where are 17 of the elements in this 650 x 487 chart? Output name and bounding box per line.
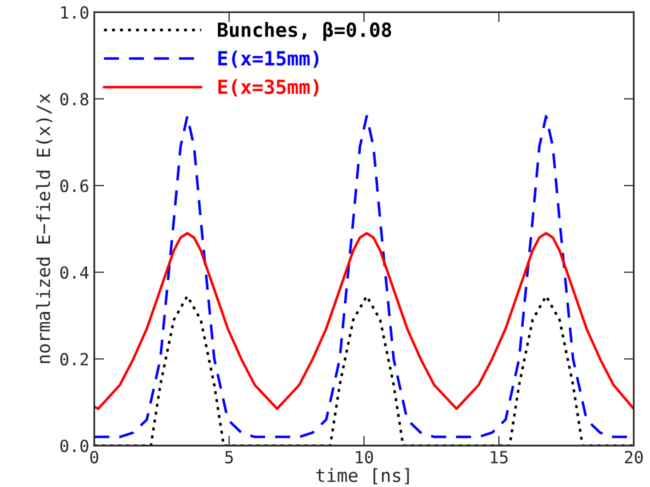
x-tick-label: 20 bbox=[624, 450, 643, 464]
y-axis-title: normalized E−field E(x)/x bbox=[36, 94, 52, 364]
y-tick-label: 0.4 bbox=[60, 266, 89, 279]
y-tick-label: 1.0 bbox=[61, 6, 88, 19]
x-tick-label: 15 bbox=[490, 451, 508, 464]
x-tick-label: 0 bbox=[90, 450, 98, 464]
y-tick-label: 0.8 bbox=[60, 92, 88, 106]
legend-label: E(x=35mm) bbox=[218, 79, 318, 96]
line-series bbox=[94, 232, 634, 410]
legend-label: E(x=15mm) bbox=[218, 50, 318, 68]
x-axis-title: time [ns] bbox=[316, 468, 409, 484]
y-tick-label: 0.6 bbox=[60, 180, 88, 192]
x-tick-label: 5 bbox=[225, 451, 233, 464]
y-tick-label: 0.2 bbox=[60, 352, 88, 366]
y-tick-label: 0.0 bbox=[60, 440, 88, 452]
legend-label: Bunches, β=0.08 bbox=[218, 22, 392, 41]
x-tick-label: 10 bbox=[356, 450, 373, 464]
